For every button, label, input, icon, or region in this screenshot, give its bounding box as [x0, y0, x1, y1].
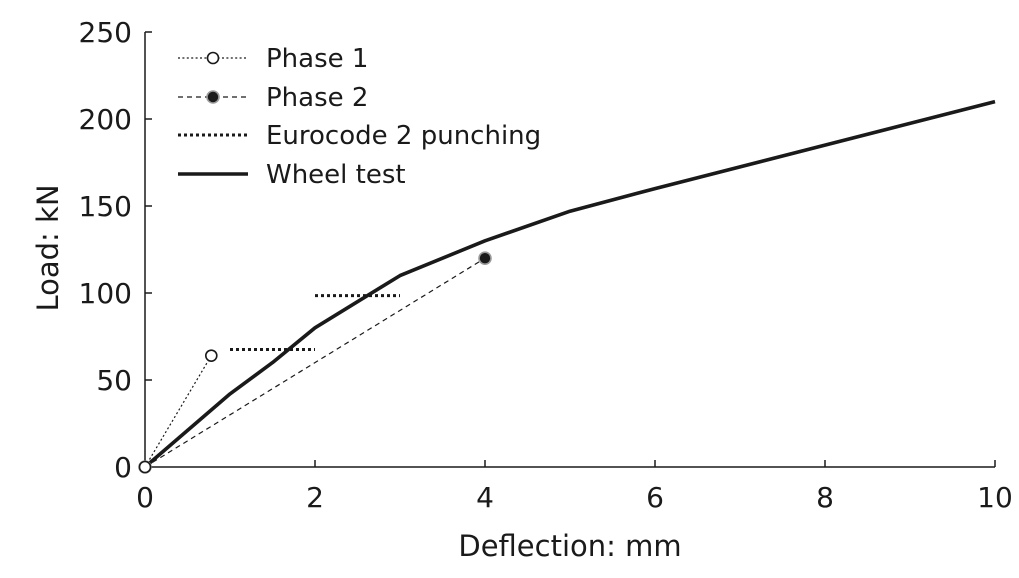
- phase-1-line: [144, 355, 212, 468]
- x-tick-label: 0: [136, 481, 154, 514]
- series-eurocode-2-punching: [230, 294, 400, 352]
- wheel-test-line: [143, 99, 996, 469]
- legend-label: Phase 1: [266, 44, 368, 74]
- phase-1-point: [205, 349, 218, 362]
- series-layer: [138, 99, 996, 474]
- y-axis-title: Load: kN: [31, 184, 65, 311]
- legend-item-phase-1: Phase 1: [178, 44, 368, 74]
- y-tick-label: 150: [79, 190, 132, 223]
- legend-item-eurocode-2-punching: Eurocode 2 punching: [178, 121, 541, 151]
- legend-item-phase-2: Phase 2: [178, 83, 368, 113]
- x-axis-title: Deflection: mm: [458, 529, 681, 563]
- legend-label: Phase 2: [266, 83, 368, 113]
- y-tick-label: 100: [79, 277, 132, 310]
- x-tick-label: 8: [816, 481, 834, 514]
- series-phase-2: [138, 251, 492, 474]
- legend-item-wheel-test: Wheel test: [178, 160, 406, 190]
- x-tick-label: 6: [646, 481, 664, 514]
- legend: Phase 1 Phase 2 Eurocode 2 punching Wheel t…: [178, 44, 541, 190]
- y-tick-label: 250: [79, 16, 132, 49]
- y-tick-label: 50: [96, 364, 132, 397]
- legend-marker: [206, 90, 220, 104]
- y-tick-label: 200: [79, 103, 132, 136]
- phase-2-line: [144, 257, 486, 468]
- x-tick-label: 4: [476, 481, 494, 514]
- phase-2-point: [478, 251, 492, 266]
- series-phase-1: [138, 349, 218, 474]
- legend-marker: [206, 51, 220, 65]
- legend-label: Eurocode 2 punching: [266, 121, 541, 151]
- phase-1-point: [138, 460, 152, 474]
- y-tick-label: 0: [114, 451, 132, 484]
- legend-label: Wheel test: [266, 160, 406, 190]
- x-tick-label: 10: [977, 481, 1013, 514]
- series-wheel-test: [143, 99, 996, 469]
- x-tick-label: 2: [306, 481, 324, 514]
